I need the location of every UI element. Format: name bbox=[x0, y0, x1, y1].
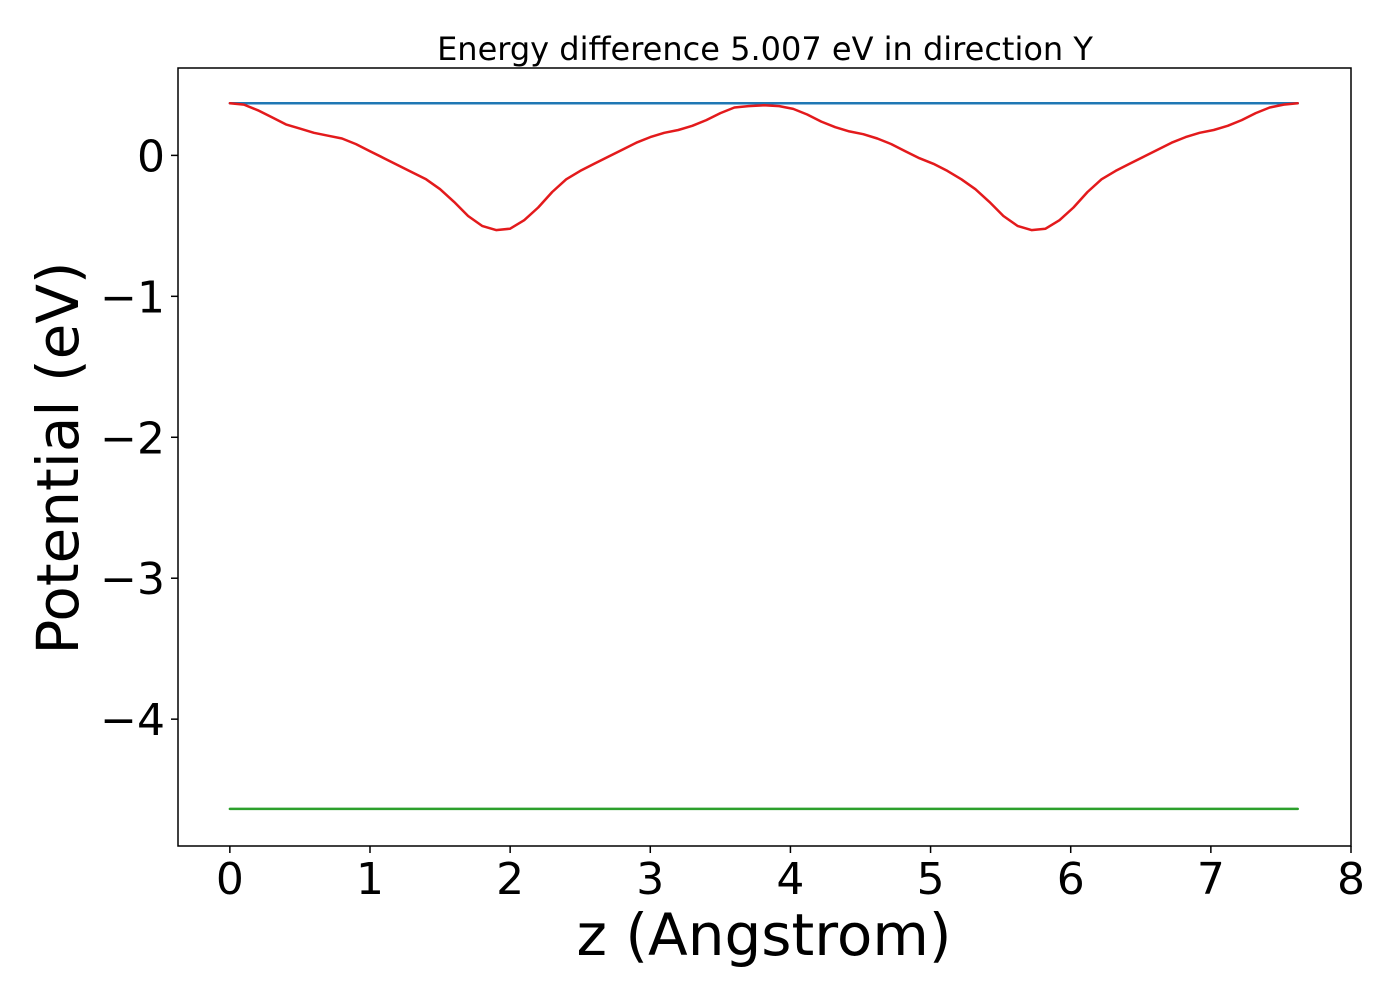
chart-title: Energy difference 5.007 eV in direction … bbox=[437, 30, 1093, 68]
x-tick-label: 5 bbox=[917, 854, 945, 905]
x-tick-label: 3 bbox=[636, 854, 664, 905]
x-tick-label: 8 bbox=[1337, 854, 1365, 905]
x-axis-ticks: 0 1 2 3 4 5 6 7 8 bbox=[216, 846, 1365, 905]
y-axis-ticks: 0 −1 −2 −3 −4 bbox=[100, 131, 178, 746]
y-tick-label: −2 bbox=[100, 413, 165, 464]
x-axis-label: z (Angstrom) bbox=[577, 901, 952, 969]
x-tick-label: 2 bbox=[496, 854, 524, 905]
series-layer bbox=[228, 101, 1299, 811]
x-tick-label: 0 bbox=[216, 854, 244, 905]
y-tick-label: −1 bbox=[100, 272, 165, 323]
x-tick-label: 1 bbox=[356, 854, 384, 905]
y-axis-label: Potential (eV) bbox=[24, 261, 92, 654]
x-tick-label: 6 bbox=[1057, 854, 1085, 905]
y-tick-label: 0 bbox=[137, 131, 165, 182]
plot-area bbox=[177, 67, 1352, 847]
y-tick-label: −3 bbox=[100, 554, 165, 605]
x-tick-label: 7 bbox=[1197, 854, 1225, 905]
y-tick-label: −4 bbox=[100, 695, 165, 746]
series-line-2 bbox=[228, 101, 1299, 232]
x-tick-label: 4 bbox=[776, 854, 804, 905]
